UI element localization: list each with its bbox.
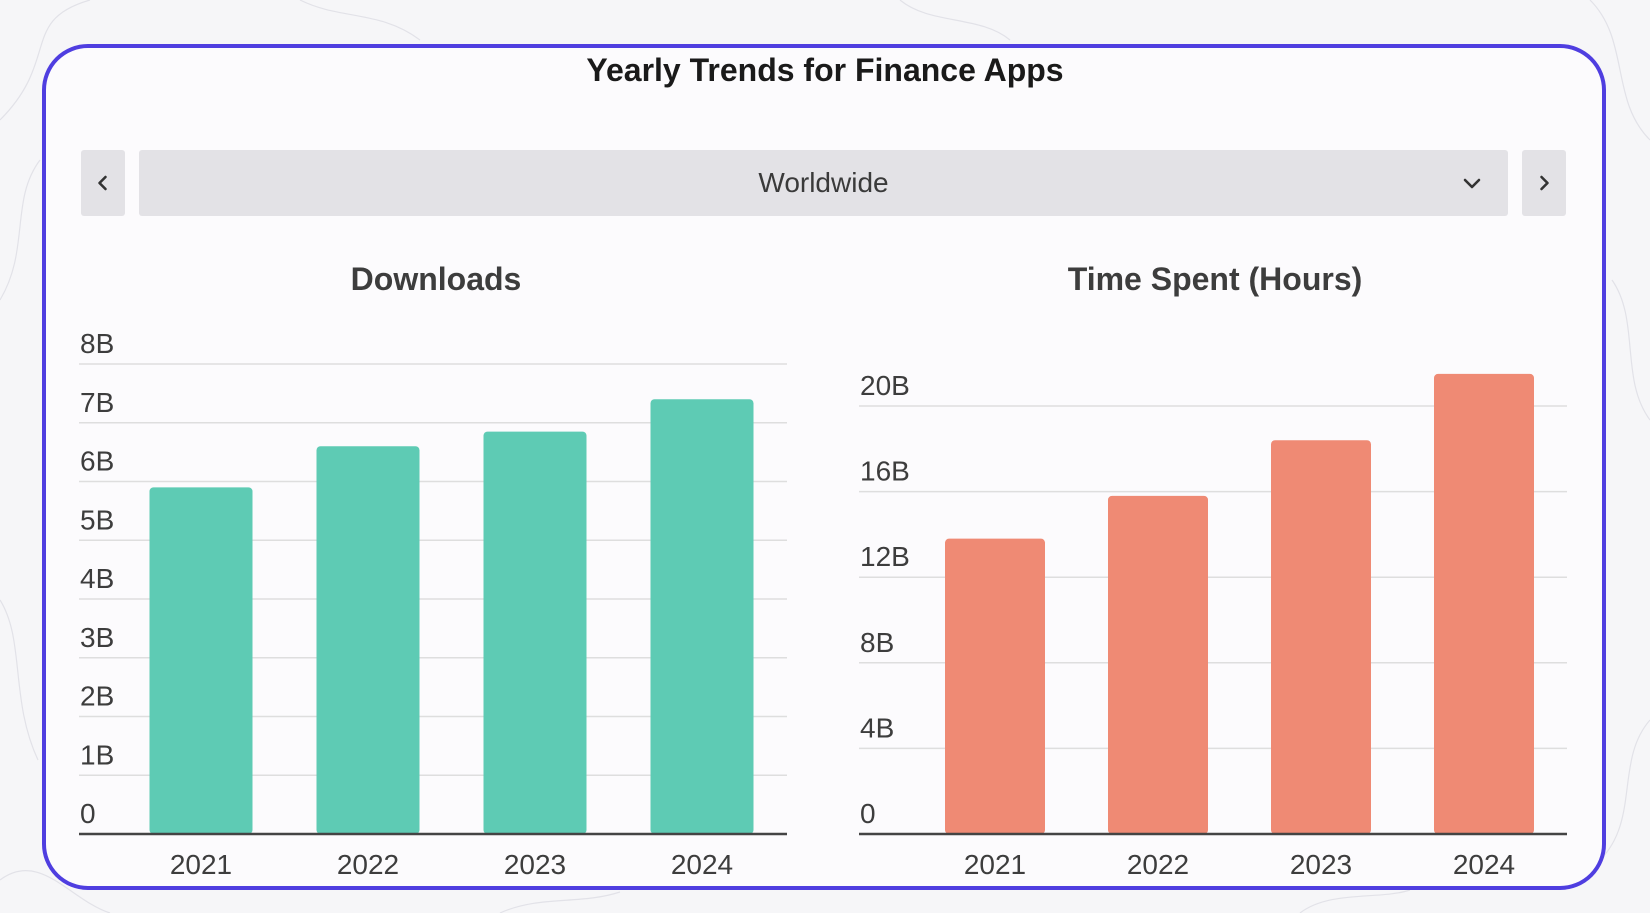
time-spent-bar-2024[interactable] bbox=[1434, 373, 1534, 834]
downloads-bar-2024[interactable] bbox=[650, 399, 754, 834]
region-select[interactable]: Worldwide bbox=[139, 150, 1508, 216]
y-tick-label: 8B bbox=[860, 627, 894, 658]
x-tick-label: 2021 bbox=[170, 849, 232, 880]
y-tick-label: 1B bbox=[80, 739, 114, 770]
time-spent-bar-2021[interactable] bbox=[945, 538, 1045, 834]
y-tick-label: 16B bbox=[860, 456, 910, 487]
y-tick-label: 5B bbox=[80, 504, 114, 535]
y-tick-label: 20B bbox=[860, 370, 910, 401]
y-tick-label: 12B bbox=[860, 541, 910, 572]
downloads-chart-title: Downloads bbox=[351, 261, 522, 297]
x-tick-label: 2023 bbox=[504, 849, 566, 880]
next-button[interactable] bbox=[1522, 150, 1566, 216]
x-tick-label: 2022 bbox=[337, 849, 399, 880]
y-tick-label: 0 bbox=[80, 798, 96, 829]
x-tick-label: 2024 bbox=[671, 849, 733, 880]
downloads-chart: Downloads 0 1B 2B 3B 4B 5B 6B 7B 8B 2021 2022 2023 20… bbox=[79, 261, 787, 880]
y-tick-label: 7B bbox=[80, 387, 114, 418]
chevron-right-icon bbox=[1540, 175, 1549, 191]
y-tick-label: 2B bbox=[80, 681, 114, 712]
time-spent-chart-title: Time Spent (Hours) bbox=[1068, 261, 1363, 297]
x-tick-label: 2024 bbox=[1453, 849, 1515, 880]
downloads-bar-2021[interactable] bbox=[149, 487, 253, 834]
y-tick-label: 3B bbox=[80, 622, 114, 653]
time-spent-chart: Time Spent (Hours) 0 4B 8B 12B 16B 20B 2021 2022… bbox=[859, 261, 1567, 880]
region-select-value: Worldwide bbox=[758, 167, 889, 198]
x-tick-label: 2021 bbox=[964, 849, 1026, 880]
y-tick-label: 4B bbox=[80, 563, 114, 594]
y-tick-label: 8B bbox=[80, 328, 114, 359]
downloads-bar-2022[interactable] bbox=[316, 446, 420, 834]
previous-button[interactable] bbox=[81, 150, 125, 216]
chevron-down-icon bbox=[1463, 178, 1481, 189]
y-tick-label: 6B bbox=[80, 446, 114, 477]
x-tick-label: 2023 bbox=[1290, 849, 1352, 880]
page-title: Yearly Trends for Finance Apps bbox=[586, 52, 1064, 88]
time-spent-bar-2022[interactable] bbox=[1108, 495, 1208, 834]
y-tick-label: 4B bbox=[860, 712, 894, 743]
y-tick-label: 0 bbox=[860, 798, 876, 829]
time-spent-bar-2023[interactable] bbox=[1271, 440, 1371, 834]
x-tick-label: 2022 bbox=[1127, 849, 1189, 880]
downloads-bar-2023[interactable] bbox=[483, 431, 587, 834]
chevron-left-icon bbox=[98, 175, 107, 191]
